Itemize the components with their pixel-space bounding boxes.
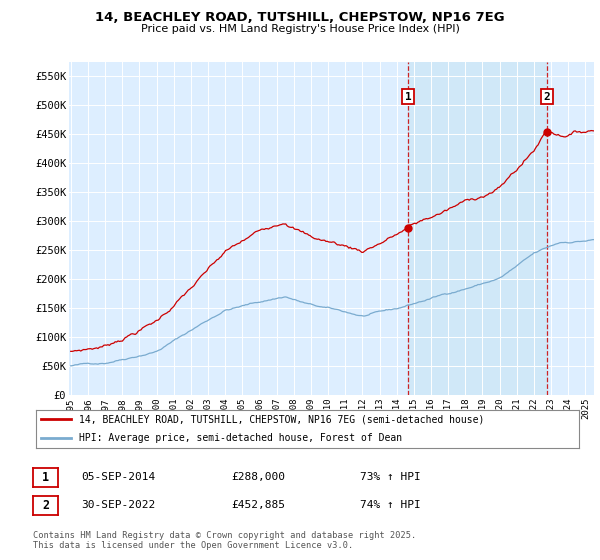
Text: 1: 1: [42, 470, 49, 484]
Text: Contains HM Land Registry data © Crown copyright and database right 2025.
This d: Contains HM Land Registry data © Crown c…: [33, 531, 416, 550]
Text: £452,885: £452,885: [231, 500, 285, 510]
Text: 14, BEACHLEY ROAD, TUTSHILL, CHEPSTOW, NP16 7EG (semi-detached house): 14, BEACHLEY ROAD, TUTSHILL, CHEPSTOW, N…: [79, 414, 485, 424]
Text: 1: 1: [405, 92, 412, 101]
Text: 2: 2: [42, 498, 49, 512]
Text: 73% ↑ HPI: 73% ↑ HPI: [360, 472, 421, 482]
Text: 05-SEP-2014: 05-SEP-2014: [81, 472, 155, 482]
Text: HPI: Average price, semi-detached house, Forest of Dean: HPI: Average price, semi-detached house,…: [79, 433, 403, 444]
Text: 2: 2: [544, 92, 550, 101]
Text: 74% ↑ HPI: 74% ↑ HPI: [360, 500, 421, 510]
Text: Price paid vs. HM Land Registry's House Price Index (HPI): Price paid vs. HM Land Registry's House …: [140, 24, 460, 34]
Text: 14, BEACHLEY ROAD, TUTSHILL, CHEPSTOW, NP16 7EG: 14, BEACHLEY ROAD, TUTSHILL, CHEPSTOW, N…: [95, 11, 505, 24]
Text: £288,000: £288,000: [231, 472, 285, 482]
Text: 30-SEP-2022: 30-SEP-2022: [81, 500, 155, 510]
Bar: [408, 62, 547, 395]
